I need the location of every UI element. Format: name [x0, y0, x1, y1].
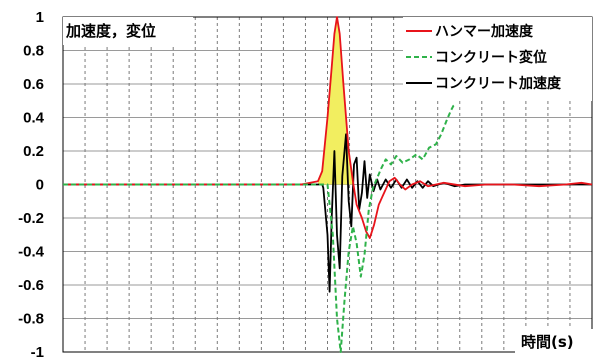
y-tick-label: 0.2 — [23, 143, 44, 160]
y-tick-label: 0.4 — [23, 110, 45, 127]
legend-label: ハンマー加速度 — [435, 23, 534, 40]
series-line-0 — [63, 16, 593, 239]
ylabel-background — [63, 17, 193, 45]
xlabel-background — [515, 329, 593, 354]
y-axis-tick-labels: 1 0.8 0.6 0.4 0.2 0 -0.2 -0.4 -0.6 -0.8 -1 — [18, 9, 45, 358]
y-axis-title: 加速度，変位 — [65, 22, 156, 40]
legend-label: コンクリート変位 — [435, 49, 547, 66]
y-tick-label: -0.6 — [18, 277, 44, 294]
x-axis-title: 時間(s) — [521, 333, 574, 351]
y-tick-label: 0 — [36, 177, 44, 194]
y-tick-label: -0.2 — [18, 210, 44, 227]
legend-label: コンクリート加速度 — [435, 75, 562, 92]
y-tick-label: -0.4 — [18, 244, 45, 261]
y-tick-label: 1 — [36, 9, 44, 26]
y-tick-label: 0.8 — [23, 43, 44, 60]
plot-area — [63, 16, 593, 353]
y-tick-label: -1 — [31, 344, 44, 358]
legend-background — [403, 17, 592, 101]
hammer-pulse-fill — [317, 17, 353, 185]
y-tick-label: 0.6 — [23, 76, 44, 93]
series-line-1 — [63, 103, 457, 353]
y-tick-label: -0.8 — [18, 311, 44, 328]
